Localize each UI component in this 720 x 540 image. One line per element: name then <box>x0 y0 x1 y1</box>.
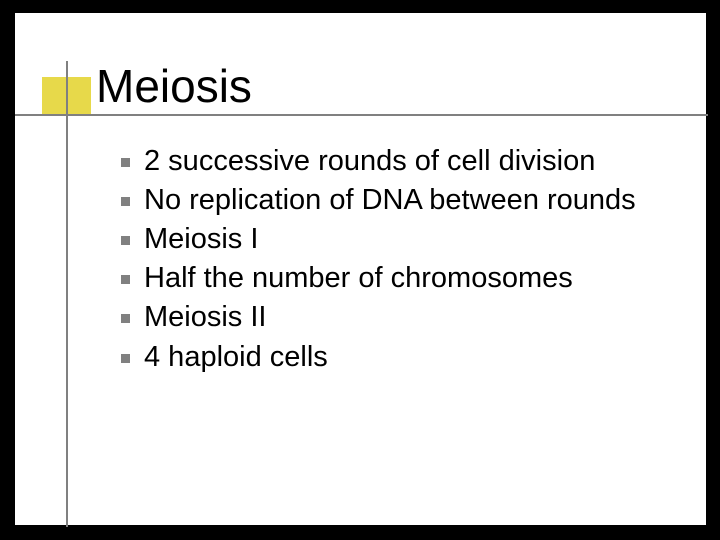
slide-container: Meiosis 2 successive rounds of cell divi… <box>14 12 707 526</box>
bullet-text: No replication of DNA between rounds <box>144 182 636 219</box>
bullet-text: Meiosis I <box>144 221 258 258</box>
bullet-icon <box>121 158 130 167</box>
bullet-text: 2 successive rounds of cell division <box>144 143 595 180</box>
slide-title: Meiosis <box>96 59 252 113</box>
bullet-text: 4 haploid cells <box>144 339 328 376</box>
list-item: 4 haploid cells <box>121 339 681 376</box>
bullet-text: Meiosis II <box>144 299 266 336</box>
bullet-icon <box>121 197 130 206</box>
list-item: No replication of DNA between rounds <box>121 182 681 219</box>
bullet-icon <box>121 236 130 245</box>
bullet-text: Half the number of chromosomes <box>144 260 573 297</box>
divider-vertical <box>66 61 68 527</box>
slide-body: 2 successive rounds of cell division No … <box>121 143 681 378</box>
bullet-icon <box>121 314 130 323</box>
list-item: Meiosis II <box>121 299 681 336</box>
list-item: 2 successive rounds of cell division <box>121 143 681 180</box>
bullet-icon <box>121 275 130 284</box>
list-item: Half the number of chromosomes <box>121 260 681 297</box>
slide-header: Meiosis <box>15 61 706 125</box>
divider-horizontal <box>15 114 708 116</box>
bullet-icon <box>121 354 130 363</box>
list-item: Meiosis I <box>121 221 681 258</box>
